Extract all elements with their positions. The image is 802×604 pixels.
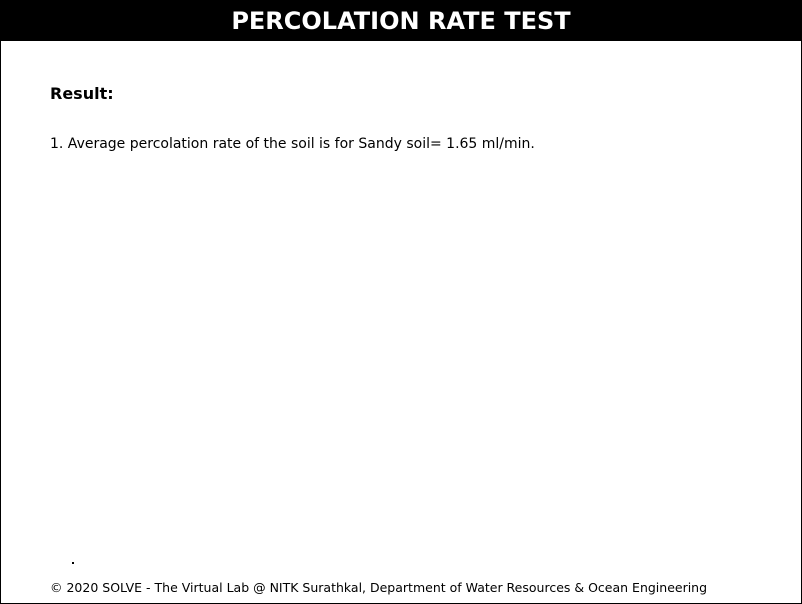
page-title: PERCOLATION RATE TEST [1, 1, 801, 41]
footer-copyright: © 2020 SOLVE - The Virtual Lab @ NITK Su… [50, 580, 708, 595]
result-heading: Result: [50, 84, 114, 103]
result-item: 1. Average percolation rate of the soil … [50, 136, 535, 152]
stray-dot [72, 562, 74, 564]
